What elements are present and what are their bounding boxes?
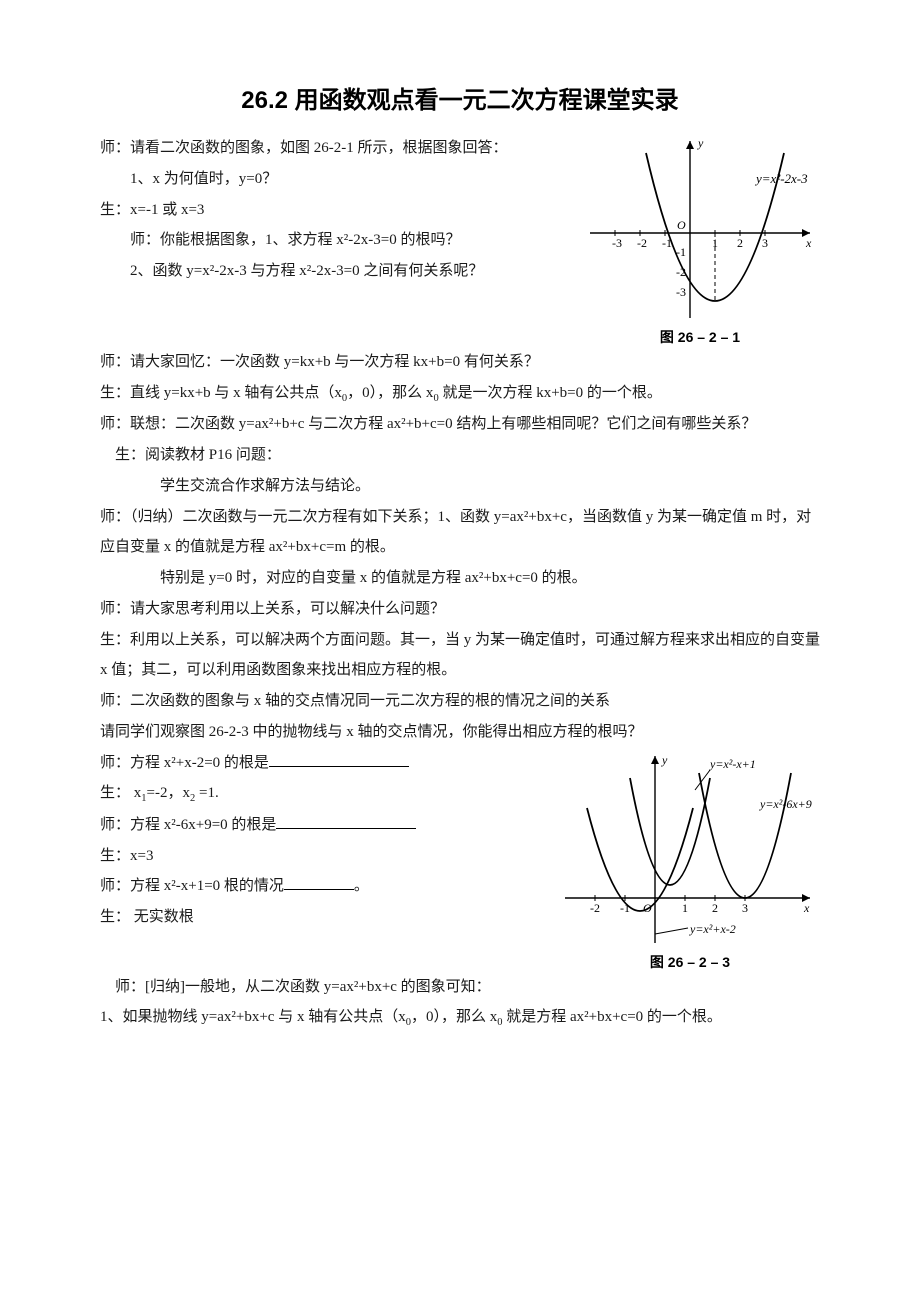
l19: 师：方程 x²-6x+9=0 的根是	[100, 817, 276, 833]
svg-text:3: 3	[742, 901, 748, 915]
text-col-1: 师：请看二次函数的图象，如图 26-2-1 所示，根据图象回答： 1、x 为何值…	[100, 133, 570, 287]
blank-1	[269, 751, 409, 767]
l21e: 。	[354, 878, 369, 894]
svg-text:-3: -3	[676, 285, 686, 299]
document-page: 26.2 用函数观点看一元二次方程课堂实录 师：请看二次函数的图象，如图 26-…	[0, 0, 920, 1094]
line-10: 学生交流合作求解方法与结论。	[100, 471, 820, 502]
l24c: 就是方程 ax²+bx+c=0 的一个根。	[502, 1009, 721, 1025]
figure-2-svg: -2 -1 O 1 2 3 x y y=x²-x+1 y=x²-6x+9	[560, 748, 820, 948]
line-11: 师：（归纳）二次函数与一元二次方程有如下关系；1、函数 y=ax²+bx+c，当…	[100, 502, 820, 564]
svg-text:-2: -2	[590, 901, 600, 915]
line-q1-sub1: 1、x 为何值时，y=0？	[100, 164, 570, 195]
svg-text:2: 2	[737, 236, 743, 250]
svg-text:2: 2	[712, 901, 718, 915]
line-teacher-q2: 师：你能根据图象，1、求方程 x²-2x-3=0 的根吗？	[100, 225, 570, 256]
svg-text:O: O	[677, 218, 686, 232]
l18a: 生： x	[100, 785, 141, 801]
blank-3	[284, 874, 354, 890]
line-24: 1、如果抛物线 y=ax²+bx+c 与 x 轴有公共点（x0，0），那么 x0…	[100, 1002, 820, 1034]
line-6: 师：请大家回忆：一次函数 y=kx+b 与一次方程 kx+b=0 有何关系？	[100, 347, 820, 378]
line-student-a1: 生：x=-1 或 x=3	[100, 195, 570, 226]
figure-2-caption: 图 26 – 2 – 3	[560, 952, 820, 972]
section-fig2: 师：方程 x²+x-2=0 的根是 生： x1=-2，x2 =1. 师：方程 x…	[100, 748, 820, 972]
line-22: 生： 无实数根	[100, 902, 550, 933]
l24b: ，0），那么 x	[411, 1009, 497, 1025]
line-8: 师：联想：二次函数 y=ax²+b+c 与二次方程 ax²+b+c=0 结构上有…	[100, 409, 820, 440]
svg-text:1: 1	[682, 901, 688, 915]
line-7: 生：直线 y=kx+b 与 x 轴有公共点（x0，0），那么 x0 就是一次方程…	[100, 378, 820, 410]
line-12: 特别是 y=0 时，对应的自变量 x 的值就是方程 ax²+bx+c=0 的根。	[100, 563, 820, 594]
svg-text:y=x²-x+1: y=x²-x+1	[709, 757, 756, 771]
svg-text:x: x	[803, 901, 810, 915]
l17: 师：方程 x²+x-2=0 的根是	[100, 755, 269, 771]
svg-text:y=x²-6x+9: y=x²-6x+9	[759, 797, 812, 811]
page-title: 26.2 用函数观点看一元二次方程课堂实录	[100, 80, 820, 115]
line-9: 生：阅读教材 P16 问题：	[100, 440, 820, 471]
l21: 师：方程 x²-x+1=0 根的情况	[100, 878, 284, 894]
line-20: 生：x=3	[100, 841, 550, 872]
line-17: 师：方程 x²+x-2=0 的根是	[100, 748, 550, 779]
line-23: 师：[归纳]一般地，从二次函数 y=ax²+bx+c 的图象可知：	[100, 972, 820, 1003]
svg-text:-3: -3	[612, 236, 622, 250]
blank-2	[276, 813, 416, 829]
svg-text:-2: -2	[637, 236, 647, 250]
svg-text:y=x²-2x-3: y=x²-2x-3	[754, 171, 808, 186]
figure-1: -3 -2 -1 1 2 3 O x y -1 -2 -3	[580, 133, 820, 347]
figure-1-svg: -3 -2 -1 1 2 3 O x y -1 -2 -3	[580, 133, 820, 323]
line-21: 师：方程 x²-x+1=0 根的情况 。	[100, 871, 550, 902]
text-col-2: 师：方程 x²+x-2=0 的根是 生： x1=-2，x2 =1. 师：方程 x…	[100, 748, 550, 933]
l7b: ，0），那么 x	[347, 385, 433, 401]
l7a: 生：直线 y=kx+b 与 x 轴有公共点（x	[100, 385, 342, 401]
line-15: 师：二次函数的图象与 x 轴的交点情况同一元二次方程的根的情况之间的关系	[100, 686, 820, 717]
svg-text:y=x²+x-2: y=x²+x-2	[689, 922, 736, 936]
line-18: 生： x1=-2，x2 =1.	[100, 778, 550, 810]
l7c: 就是一次方程 kx+b=0 的一个根。	[439, 385, 662, 401]
figure-2: -2 -1 O 1 2 3 x y y=x²-x+1 y=x²-6x+9	[560, 748, 820, 972]
svg-text:3: 3	[762, 236, 768, 250]
line-19: 师：方程 x²-6x+9=0 的根是	[100, 810, 550, 841]
l24a: 1、如果抛物线 y=ax²+bx+c 与 x 轴有公共点（x	[100, 1009, 406, 1025]
svg-text:x: x	[805, 236, 812, 250]
l18b: =-2，x	[147, 785, 190, 801]
line-13: 师：请大家思考利用以上关系，可以解决什么问题？	[100, 594, 820, 625]
line-teacher-q1: 师：请看二次函数的图象，如图 26-2-1 所示，根据图象回答：	[100, 133, 570, 164]
line-14: 生：利用以上关系，可以解决两个方面问题。其一，当 y 为某一确定值时，可通过解方…	[100, 625, 820, 687]
l18c: =1.	[195, 785, 218, 801]
figure-1-caption: 图 26 – 2 – 1	[580, 327, 820, 347]
line-16: 请同学们观察图 26-2-3 中的抛物线与 x 轴的交点情况，你能得出相应方程的…	[100, 717, 820, 748]
section-fig1: 师：请看二次函数的图象，如图 26-2-1 所示，根据图象回答： 1、x 为何值…	[100, 133, 820, 347]
svg-text:y: y	[697, 136, 704, 150]
svg-text:y: y	[661, 753, 668, 767]
line-q2-sub2: 2、函数 y=x²-2x-3 与方程 x²-2x-3=0 之间有何关系呢？	[100, 256, 570, 287]
